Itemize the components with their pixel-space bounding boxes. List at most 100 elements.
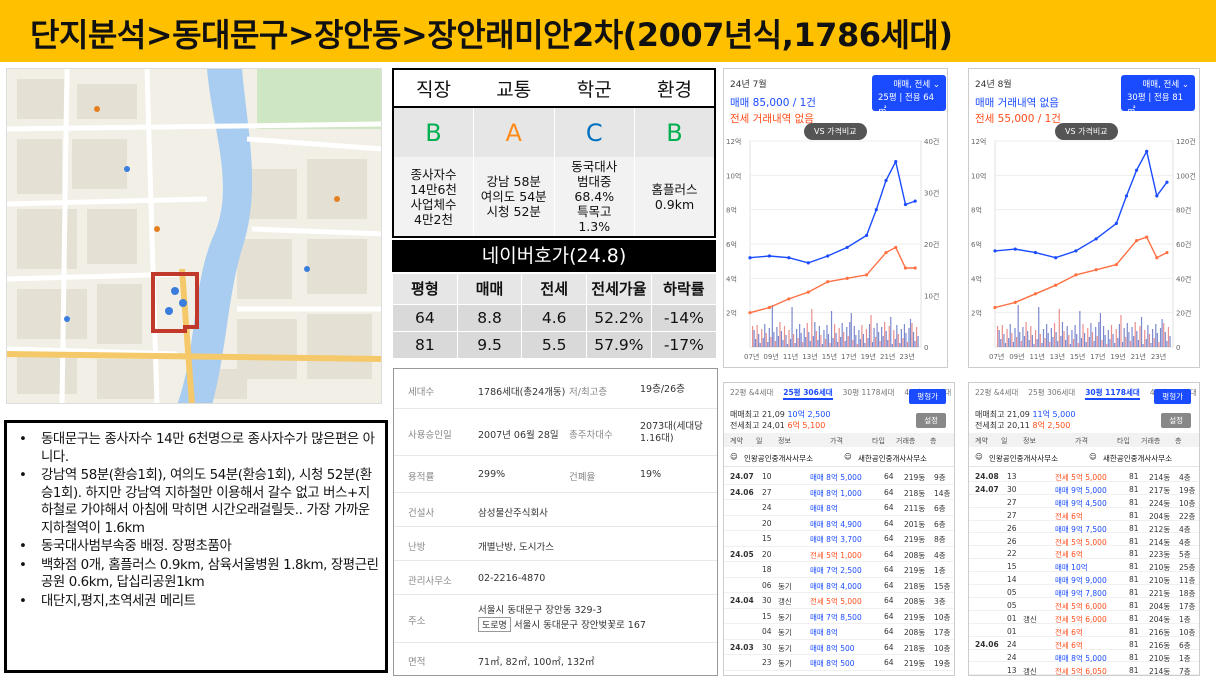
volume-bar [794,343,796,347]
volume-bar [826,325,828,347]
trade-row[interactable]: 24.03 30 동기 매매 8억 500 64 218동 10층 [724,640,954,655]
trade-row[interactable]: 18 매매 7억 2,500 64 219동 1층 [724,562,954,578]
trade-cell: 05 [1007,601,1017,610]
volume-bar [765,333,767,347]
trade-row[interactable]: 24.07 10 매매 8억 5,000 64 219동 9층 [724,469,954,485]
trade-cell: 19층 [1179,485,1196,495]
trade-row[interactable]: 01 전세 6억 81 216동 10층 [969,624,1199,637]
data-point [913,199,917,203]
trade-cell: 64 [884,580,894,590]
note-item: 동국대사범부속중 배정. 장평초품아 [15,538,379,556]
volume-bar [844,341,846,347]
volume-bar [812,336,814,347]
agent-name[interactable]: 인왕공인중개사사무소 [744,454,813,463]
y-tick-label: 10억 [971,172,986,180]
trade-cell: 81 [1129,523,1139,533]
volume-bar [821,344,824,347]
x-tick-label: 15년 [1070,352,1085,361]
volume-bar [861,325,863,347]
size-tab[interactable]: 22평 &4세대 [975,388,1019,397]
data-point [787,297,791,301]
agent-name[interactable]: 새한공인중개사사무소 [858,454,927,463]
trade-row[interactable]: 24 매매 8억 5,000 81 210동 1층 [969,650,1199,663]
size-tab[interactable]: 22평 &4세대 [730,388,774,397]
y2-tick-label: 20건 [1176,309,1191,318]
size-price-button[interactable]: 평형가 [1154,389,1191,404]
trade-row[interactable]: 15 매매 8억 3,700 64 219동 8층 [724,531,954,547]
size-tab[interactable]: 30평 1178세대 [1085,387,1140,400]
volume-bar [773,332,775,347]
trade-col-header: 가격 [1075,437,1088,445]
info-value: 19% [640,469,662,480]
size-tab[interactable]: 30평 1178세대 [842,388,895,397]
info-value: 서울시 동대문구 장안동 329-3 [478,605,603,616]
trade-row[interactable]: 05 전세 5억 6,000 81 204동 17층 [969,598,1199,611]
trade-cell: 매매 7억 8,500 [810,612,862,622]
volume-bar [777,336,780,347]
trade-row[interactable]: 05 매매 9억 7,800 81 221동 18층 [969,585,1199,598]
price-cell: 4.6 [521,303,587,331]
info-label: 건폐율 [569,472,596,483]
trade-cell: 15층 [934,581,951,591]
agent-name[interactable]: 인왕공인중개사사무소 [989,454,1058,463]
trade-row[interactable]: 23 동기 매매 8억 500 64 219동 19층 [724,655,954,671]
trade-row[interactable]: 27 전세 6억 81 204동 22층 [969,508,1199,521]
volume-bar [1163,323,1165,347]
trade-row[interactable]: 14 매매 9억 9,000 81 210동 11층 [969,572,1199,585]
data-point [1033,292,1038,296]
settings-button[interactable]: 설정 [1161,413,1191,428]
trade-row[interactable]: 26 매매 9억 7,500 81 212동 4층 [969,521,1199,534]
type-dropdown[interactable]: 매매, 전세 ⌄ 25평 | 전용 64㎡ [872,75,946,116]
volume-bar [1159,328,1162,347]
data-point [1013,300,1017,304]
trade-row[interactable]: 15 동기 매매 7억 8,500 64 219동 10층 [724,609,954,624]
size-tab[interactable]: 25평 306세대 [1028,388,1076,397]
trade-row[interactable]: 24.05 20 전세 5억 1,000 64 208동 4층 [724,547,954,562]
vs-compare-button[interactable]: VS 가격비교 [1055,123,1118,140]
trade-row[interactable]: 01 갱신 전세 5억 6,000 81 204동 1층 [969,611,1199,624]
trade-row[interactable]: 26 전세 5억 5,000 81 214동 4층 [969,534,1199,547]
trade-row[interactable]: 04 동기 매매 8억 64 208동 17층 [724,624,954,640]
trade-row[interactable]: 22 전세 6억 81 223동 5층 [969,546,1199,559]
trade-row[interactable]: 24.06 27 매매 8억 1,000 64 218동 14층 [724,485,954,500]
trade-row[interactable]: 24.08 13 전세 5억 5,000 81 214동 4층 [969,469,1199,482]
max-sale-value: 11억 5,000 [1032,410,1076,419]
trade-cell: 매매 9억 5,000 [1055,485,1107,495]
volume-bar [805,337,807,347]
size-tab[interactable]: 25평 306세대 [783,387,833,400]
trade-row[interactable]: 15 매매 10억 81 210동 25층 [969,559,1199,572]
trade-col-header: 층 [1175,437,1182,445]
trade-row[interactable]: 24.07 30 매매 9억 5,000 81 217동 19층 [969,482,1199,495]
trade-row[interactable]: 24 매매 8억 64 211동 6층 [724,500,954,516]
volume-bar [900,329,902,347]
trade-cell: 64 [884,611,894,621]
trade-cell: 210동 [1149,576,1171,586]
trade-row[interactable]: 27 매매 9억 4,500 81 224동 10층 [969,495,1199,508]
trade-row[interactable]: 24.06 24 전세 6억 81 216동 6층 [969,637,1199,650]
trade-cell: 81 [1129,575,1139,585]
trade-cell: 24 [762,503,772,512]
trade-row[interactable]: 06 동기 매매 8억 4,000 64 218동 15층 [724,578,954,593]
volume-bar [776,327,778,347]
volume-bar [1144,330,1146,347]
trade-cell: 214동 [1149,473,1171,482]
location-map[interactable] [6,68,382,404]
volume-bar [997,326,999,347]
settings-button[interactable]: 설정 [916,413,946,428]
type-dropdown[interactable]: 매매, 전세 ⌄ 30평 | 전용 81㎡ [1121,75,1195,116]
price-cell: -14% [650,303,716,331]
agent-name[interactable]: 새한공인중개사사무소 [1103,454,1172,463]
volume-bar [1128,332,1130,347]
trade-cell: 24.04 [730,596,754,605]
volume-bar [1109,339,1111,347]
trade-cell: 동기 [778,659,792,668]
size-price-button[interactable]: 평형가 [909,389,946,404]
volume-bar [850,313,852,347]
trade-row[interactable]: 13 갱신 전세 5억 6,050 81 214동 7층 [969,663,1199,675]
vs-compare-button[interactable]: VS 가격비교 [804,123,867,140]
info-value[interactable]: 02-2216-4870 [478,573,546,584]
trade-cell: 24.07 [730,472,754,481]
trade-row[interactable]: 20 매매 8억 4,900 64 201동 6층 [724,516,954,531]
trade-row[interactable]: 24.04 30 갱신 전세 5억 5,000 64 208동 3층 [724,593,954,609]
